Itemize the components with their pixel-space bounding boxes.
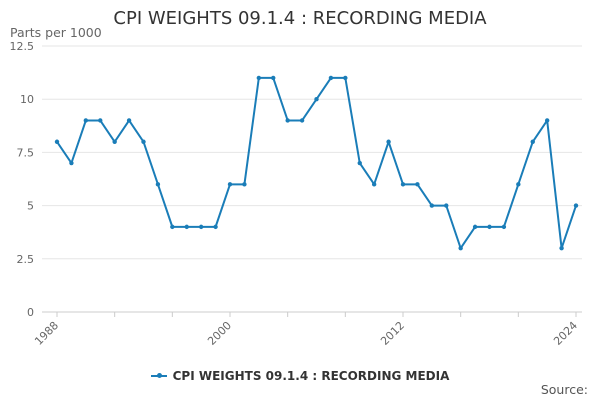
data-point (559, 245, 564, 251)
data-point (487, 224, 492, 230)
data-point (386, 139, 391, 144)
data-point (256, 75, 262, 81)
data-point (213, 224, 218, 230)
legend-line-marker-icon (150, 373, 167, 378)
source-label: Source: (540, 382, 588, 397)
y-axis-label: Parts per 1000 (10, 25, 102, 40)
y-tick-label: 10 (20, 93, 34, 106)
data-point (444, 203, 449, 208)
data-point (155, 182, 161, 187)
data-point (415, 182, 420, 187)
data-point (170, 224, 175, 230)
data-point (83, 118, 89, 123)
data-point (198, 224, 204, 230)
y-axis-ticks: 0 2.5 5 7.5 10 12.5 (10, 40, 35, 319)
data-point (141, 139, 146, 144)
data-point (227, 182, 233, 187)
data-point (299, 118, 305, 123)
data-point (271, 75, 276, 81)
series-line (56, 76, 577, 250)
data-point (516, 182, 521, 187)
legend-label: CPI WEIGHTS 09.1.4 : RECORDING MEDIA (172, 369, 450, 383)
x-tick-label: 2012 (378, 319, 407, 348)
data-point (328, 75, 334, 81)
series-layer (54, 75, 579, 251)
legend: CPI WEIGHTS 09.1.4 : RECORDING MEDIA (0, 366, 600, 383)
data-point (126, 118, 132, 123)
data-point (429, 203, 435, 208)
data-point (530, 139, 535, 144)
y-tick-label: 12.5 (10, 40, 35, 53)
data-point (98, 118, 103, 123)
data-point (357, 160, 362, 166)
data-point (544, 118, 550, 123)
data-point (285, 118, 290, 123)
data-point (501, 224, 507, 230)
gridlines (42, 45, 582, 313)
data-point (371, 182, 377, 187)
chart-title: CPI WEIGHTS 09.1.4 : RECORDING MEDIA (113, 8, 487, 29)
data-point (314, 97, 319, 102)
data-point (69, 160, 74, 166)
y-tick-label: 7.5 (17, 146, 35, 159)
y-tick-label: 2.5 (17, 253, 35, 266)
y-tick-label: 0 (27, 306, 34, 319)
data-point (242, 182, 247, 187)
x-tick-label: 2000 (205, 319, 234, 348)
x-tick-label: 2024 (551, 319, 580, 348)
data-point (112, 139, 117, 144)
data-point (343, 75, 348, 81)
data-point (573, 203, 579, 208)
x-axis: 1988 2000 2012 2024 (32, 311, 582, 348)
data-point (184, 224, 189, 230)
data-point (400, 182, 406, 187)
legend-item[interactable]: CPI WEIGHTS 09.1.4 : RECORDING MEDIA (150, 369, 450, 383)
y-tick-label: 5 (27, 200, 34, 213)
data-point (54, 139, 60, 144)
data-point (458, 245, 463, 251)
x-tick-label: 1988 (32, 319, 61, 348)
data-point (472, 224, 478, 230)
